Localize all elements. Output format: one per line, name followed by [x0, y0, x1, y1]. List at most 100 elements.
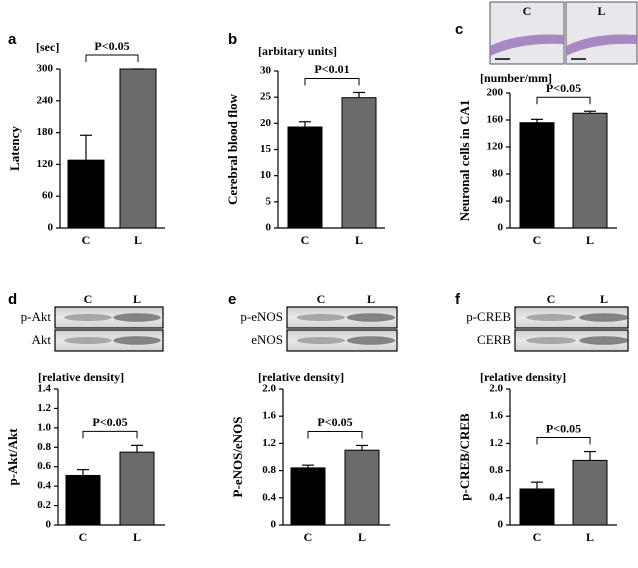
significance-label: P<0.05	[546, 81, 581, 95]
y-tick-label: 1.2	[489, 437, 503, 449]
micrograph	[565, 1, 638, 65]
blot-band	[579, 336, 629, 345]
blot-band	[526, 314, 576, 321]
blot-band	[579, 313, 629, 322]
error-bar	[299, 121, 311, 127]
unit-label: [relative density]	[480, 370, 566, 384]
y-tick-label: 0	[498, 519, 504, 531]
y-tick-label: 1.2	[37, 402, 51, 414]
y-tick-label: 0.6	[37, 460, 51, 472]
y-axis-title: Neuronal cells in CA1	[457, 100, 472, 221]
bar	[119, 451, 155, 526]
y-tick-label: 0.8	[262, 464, 276, 476]
y-tick-label: 240	[37, 94, 54, 106]
x-tick-label: C	[79, 530, 88, 544]
blot-band	[296, 314, 346, 321]
significance-bracket	[304, 77, 360, 86]
x-tick-label: L	[133, 530, 141, 544]
y-tick-label: 0	[271, 519, 277, 531]
significance-bracket	[82, 430, 138, 439]
y-tick-label: 0.4	[489, 491, 503, 503]
y-tick-label: 0.4	[262, 491, 276, 503]
blot-strip	[54, 306, 164, 329]
blot-column-label: L	[600, 292, 608, 306]
y-tick-label: 0	[498, 222, 504, 234]
significance-label: P<0.05	[546, 421, 581, 435]
y-tick-label: 160	[487, 114, 504, 126]
blot-column-label: C	[317, 292, 326, 306]
panel-letter: a	[8, 31, 17, 48]
blot-row-label: p-CREB	[466, 309, 511, 324]
y-axis-title: P-eNOS/eNOS	[230, 417, 245, 498]
error-bar	[353, 91, 365, 98]
y-tick-label: 15	[260, 143, 272, 155]
x-tick-label: C	[533, 530, 542, 544]
significance-bracket	[307, 430, 363, 439]
blot-row-label: p-Akt	[21, 309, 52, 324]
blot-band	[64, 314, 112, 321]
unit-label: [relative density]	[38, 370, 124, 384]
error-bar	[531, 118, 543, 123]
significance-label: P<0.05	[94, 39, 129, 53]
panel-letter: c	[455, 21, 463, 38]
y-tick-label: 300	[37, 63, 54, 75]
y-tick-label: 20	[260, 117, 272, 129]
blot-band	[346, 336, 396, 345]
blot-band	[296, 337, 346, 344]
y-tick-label: 40	[492, 195, 504, 207]
unit-label: [number/mm]	[480, 71, 552, 85]
blot-band	[113, 336, 161, 345]
blot-row-label: CERB	[477, 332, 511, 347]
y-tick-label: 200	[487, 87, 504, 99]
x-tick-label: L	[586, 233, 594, 247]
y-tick-label: 1.4	[37, 383, 51, 395]
blot-column-label: C	[547, 292, 556, 306]
image-label: C	[523, 4, 532, 18]
x-tick-label: C	[301, 233, 310, 247]
y-tick-label: 120	[487, 141, 504, 153]
unit-label: [relative density]	[258, 370, 344, 384]
error-bar	[77, 469, 89, 476]
blot-band	[346, 313, 396, 322]
significance-bracket	[536, 437, 591, 445]
y-tick-label: 0.8	[37, 441, 51, 453]
significance-label: P<0.01	[314, 62, 349, 76]
bar	[519, 488, 555, 526]
error-bar	[584, 110, 596, 114]
error-bar	[584, 450, 596, 461]
image-label: L	[597, 4, 605, 18]
micrograph	[489, 1, 565, 65]
y-tick-label: 1.6	[262, 410, 276, 422]
cell-layer	[566, 34, 637, 56]
bar	[290, 467, 326, 526]
bar	[65, 474, 101, 526]
bar	[344, 449, 380, 526]
y-axis-title: Cerebral blood flow	[225, 93, 240, 205]
x-tick-label: L	[586, 530, 594, 544]
panel-letter: f	[455, 291, 461, 308]
y-tick-label: 25	[260, 91, 272, 103]
y-tick-label: 5	[266, 195, 272, 207]
y-axis-title: p-Akt/Akt	[5, 428, 20, 486]
error-bar	[302, 464, 314, 468]
x-tick-label: C	[82, 233, 91, 247]
bar	[519, 122, 555, 229]
y-tick-label: 0	[266, 222, 272, 234]
x-tick-label: C	[533, 233, 542, 247]
bar	[572, 112, 608, 229]
y-tick-label: 2.0	[489, 383, 503, 395]
y-tick-label: 180	[37, 126, 54, 138]
x-tick-label: L	[355, 233, 363, 247]
blot-column-label: C	[84, 292, 93, 306]
blot-row-label: eNOS	[251, 332, 283, 347]
bar	[572, 459, 608, 526]
x-tick-label: C	[304, 530, 313, 544]
blot-row-label: p-eNOS	[240, 309, 283, 324]
error-bar	[356, 444, 368, 451]
panel-letter: d	[8, 291, 17, 308]
y-tick-label: 0.2	[37, 499, 51, 511]
y-tick-label: 80	[492, 168, 504, 180]
y-axis-title: Latency	[7, 126, 22, 171]
cell-layer	[490, 34, 564, 56]
